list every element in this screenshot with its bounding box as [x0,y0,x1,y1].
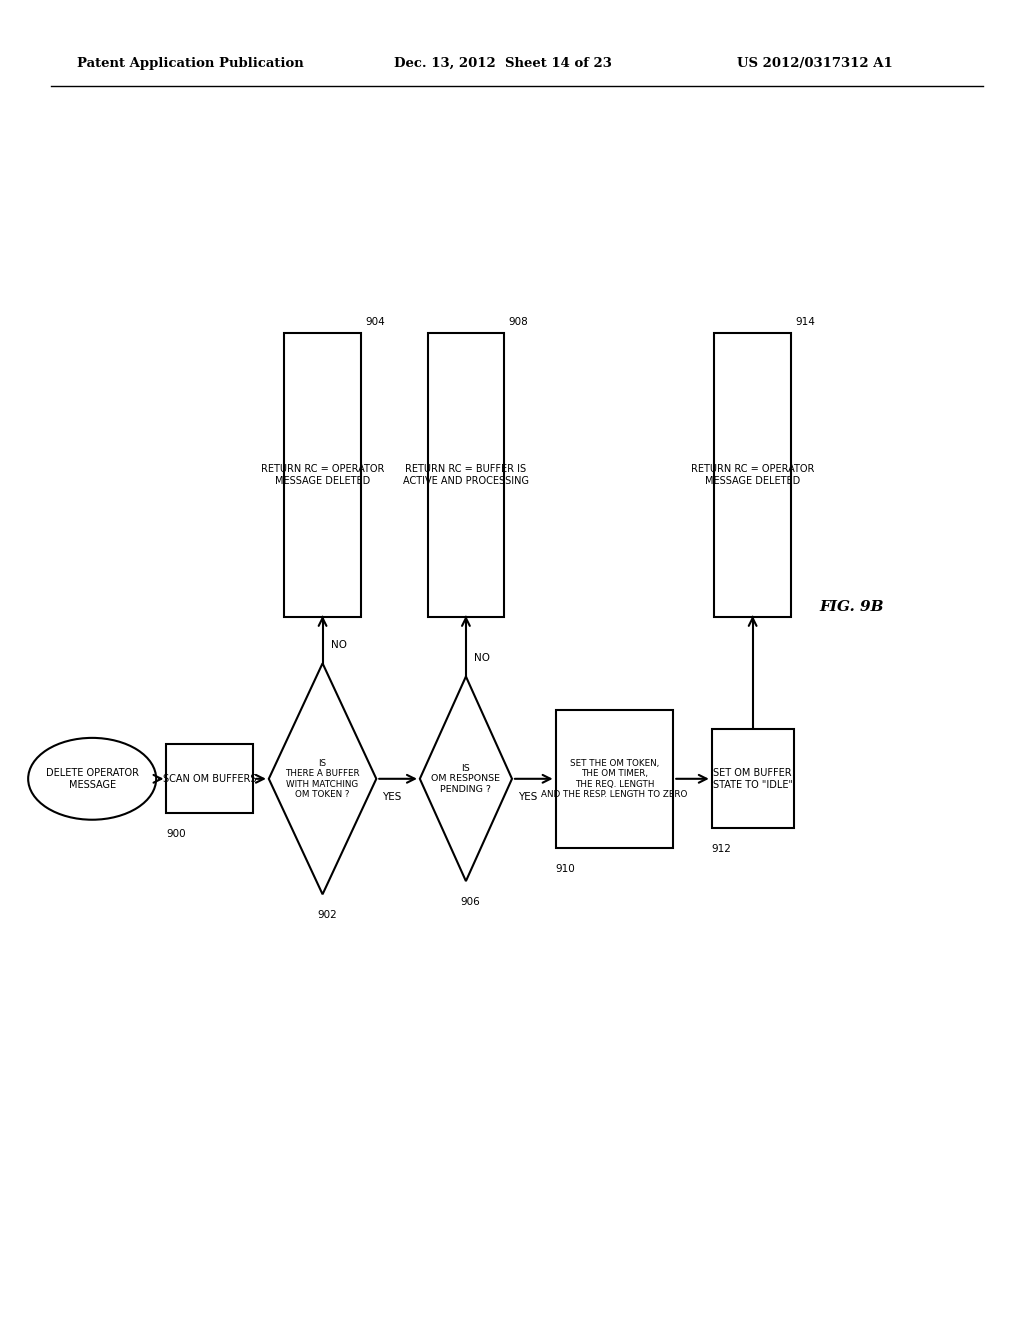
Text: FIG. 9B: FIG. 9B [819,601,884,614]
Text: 908: 908 [508,317,528,326]
Bar [712,729,794,829]
Text: RETURN RC = BUFFER IS
ACTIVE AND PROCESSING: RETURN RC = BUFFER IS ACTIVE AND PROCESS… [402,465,529,486]
Text: 906: 906 [461,898,480,907]
Text: SCAN OM BUFFERS: SCAN OM BUFFERS [163,774,257,784]
Bar [285,334,361,618]
Text: 914: 914 [795,317,815,326]
Text: Dec. 13, 2012  Sheet 14 of 23: Dec. 13, 2012 Sheet 14 of 23 [394,57,612,70]
Text: 902: 902 [317,911,337,920]
Text: NO: NO [474,653,490,663]
Text: DELETE OPERATOR
MESSAGE: DELETE OPERATOR MESSAGE [46,768,138,789]
Text: RETURN RC = OPERATOR
MESSAGE DELETED: RETURN RC = OPERATOR MESSAGE DELETED [261,465,384,486]
Bar [555,710,674,849]
Text: RETURN RC = OPERATOR
MESSAGE DELETED: RETURN RC = OPERATOR MESSAGE DELETED [691,465,814,486]
Text: YES: YES [383,792,401,803]
Bar [428,334,505,618]
Polygon shape [268,664,377,895]
Text: 900: 900 [166,829,186,840]
Text: Patent Application Publication: Patent Application Publication [77,57,303,70]
Text: IS
OM RESPONSE
PENDING ?: IS OM RESPONSE PENDING ? [431,764,501,793]
Text: US 2012/0317312 A1: US 2012/0317312 A1 [737,57,893,70]
Text: YES: YES [518,792,538,803]
Bar [715,334,791,618]
Text: SET THE OM TOKEN,
THE OM TIMER,
THE REQ. LENGTH
AND THE RESP. LENGTH TO ZERO: SET THE OM TOKEN, THE OM TIMER, THE REQ.… [542,759,687,799]
Text: SET OM BUFFER
STATE TO "IDLE": SET OM BUFFER STATE TO "IDLE" [713,768,793,789]
Text: 910: 910 [555,865,575,874]
Text: IS
THERE A BUFFER
WITH MATCHING
OM TOKEN ?: IS THERE A BUFFER WITH MATCHING OM TOKEN… [286,759,359,799]
Polygon shape [420,676,512,882]
Text: 904: 904 [365,317,385,326]
Bar [166,744,254,813]
Text: 912: 912 [712,845,731,854]
Text: NO: NO [331,640,347,651]
